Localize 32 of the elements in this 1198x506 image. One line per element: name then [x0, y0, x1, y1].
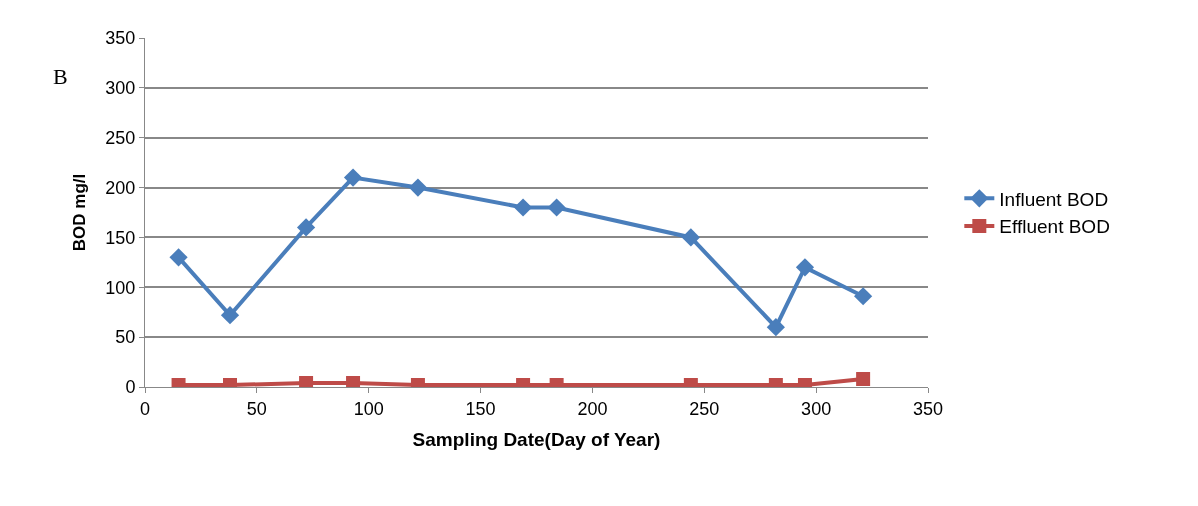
x-tick-label: 50	[246, 398, 267, 419]
point	[547, 198, 566, 217]
x-tick-label: 100	[353, 398, 384, 419]
x-tick-label: 200	[577, 398, 608, 419]
point	[296, 218, 316, 237]
legend-label: Effluent BOD	[999, 216, 1110, 238]
point	[854, 287, 873, 306]
y-tick-label: 150	[105, 227, 136, 248]
y-tick-label: 300	[105, 78, 136, 99]
text: B	[53, 64, 68, 89]
x-tick-label: 150	[465, 398, 496, 419]
point	[795, 258, 815, 277]
point	[220, 306, 240, 325]
point	[408, 178, 428, 197]
x-tick-label: 250	[689, 398, 720, 419]
x-tick-label: 350	[912, 398, 944, 419]
x-tick-label: 0	[139, 398, 151, 419]
point	[343, 168, 363, 187]
legend-label: Influent BOD	[999, 188, 1109, 210]
point	[766, 318, 785, 337]
point	[169, 248, 188, 267]
x-tick-label: 300	[801, 398, 832, 419]
y-tick-label: 350	[105, 28, 136, 49]
point	[681, 228, 700, 247]
y-tick-label: 100	[105, 277, 136, 298]
y-tick-label: 50	[115, 327, 136, 348]
y-tick-label: 250	[105, 128, 136, 149]
y-tick-label: 200	[105, 177, 136, 198]
y-axis-title: BOD mg/l	[69, 173, 89, 252]
y-tick-label: 0	[125, 377, 136, 398]
x-axis-title: Sampling Date(Day of Year)	[412, 429, 661, 451]
point	[513, 198, 533, 217]
